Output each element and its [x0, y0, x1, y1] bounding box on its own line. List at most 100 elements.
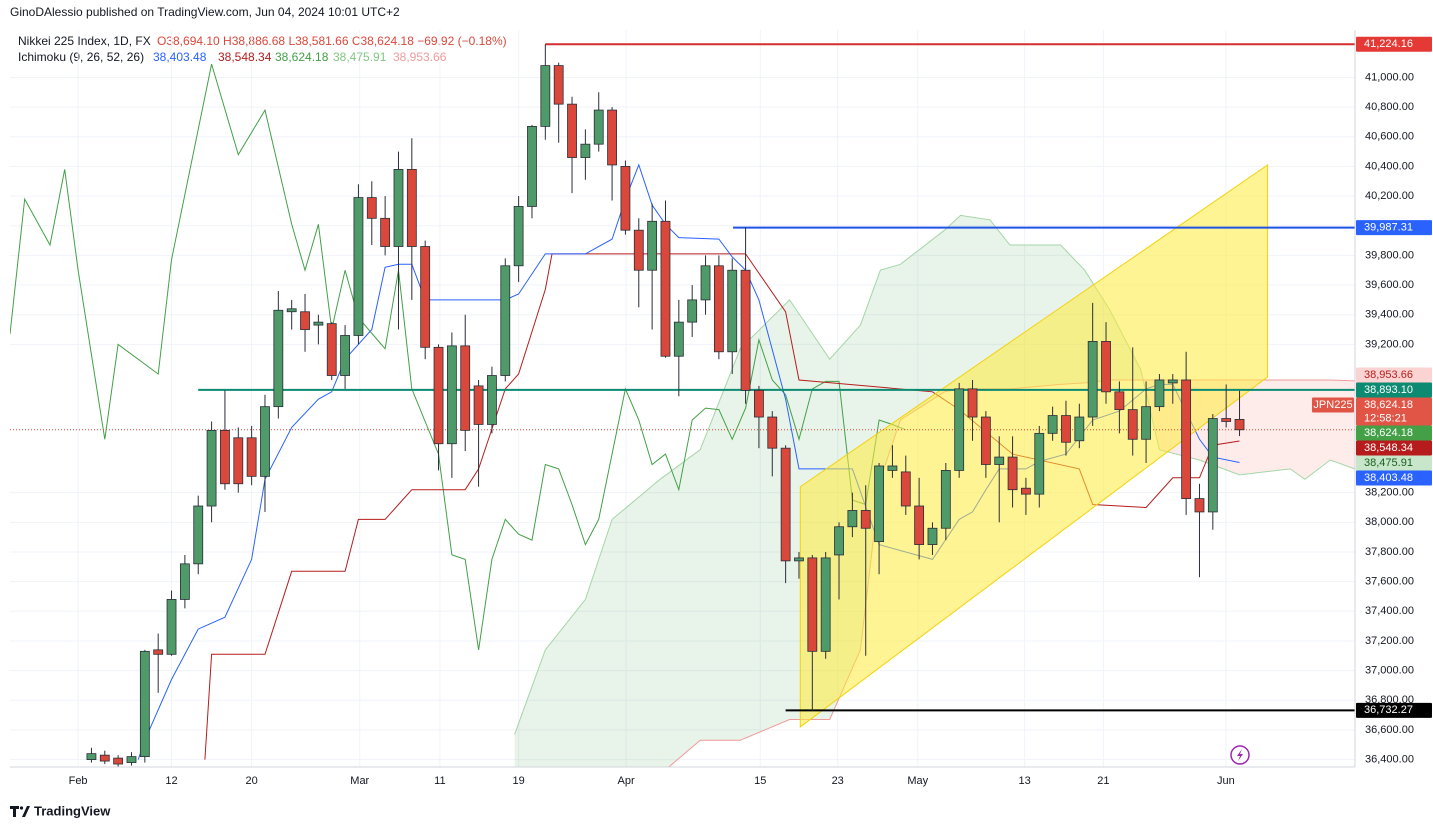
candle-body	[406, 168, 417, 247]
y-tick-label: 38,200.00	[1365, 487, 1414, 499]
candle-body	[754, 389, 764, 418]
price-label-box	[1356, 455, 1432, 471]
cloud-segment	[514, 649, 546, 767]
y-tick-label: 40,400.00	[1365, 160, 1414, 172]
candle-body	[1181, 379, 1192, 499]
price-label-box	[1356, 702, 1432, 718]
candle-body	[767, 416, 778, 449]
candle-body	[1234, 418, 1245, 431]
candle-body	[994, 456, 1005, 465]
candle-body	[433, 346, 444, 445]
candle-body	[446, 345, 457, 445]
price-label-box	[1356, 397, 1432, 426]
candle-body	[780, 447, 791, 562]
cloud-segment	[960, 215, 990, 389]
candle-body	[1154, 379, 1165, 408]
cloud-segment	[612, 479, 661, 767]
candle-body	[1074, 416, 1085, 442]
candle-body	[1021, 487, 1031, 495]
candle-body	[1221, 418, 1232, 422]
x-tick-label: 20	[246, 775, 258, 787]
price-countdown: 12:58:21	[1364, 412, 1407, 424]
price-label: 39,987.31	[1364, 222, 1413, 234]
candle-body	[553, 65, 564, 105]
x-tick-label: 19	[513, 775, 525, 787]
candle-body	[179, 563, 190, 600]
price-label: 38,475.91	[1364, 457, 1413, 469]
candle-body	[220, 429, 230, 485]
candle-body	[980, 416, 991, 465]
legend-indicator-value: 38,548.34	[218, 50, 272, 64]
y-tick-label: 41,000.00	[1365, 71, 1414, 83]
candle-body	[860, 510, 871, 529]
price-label: 41,224.16	[1364, 38, 1413, 50]
legend-indicator-value: 38,624.18	[275, 50, 329, 64]
candle-body	[740, 269, 751, 391]
cloud-segment	[700, 348, 741, 741]
cloud-segment	[1239, 379, 1291, 475]
candle-body	[1101, 341, 1111, 393]
x-tick-label: 11	[434, 775, 445, 787]
y-tick-label: 40,200.00	[1365, 190, 1414, 202]
cloud-segment	[545, 599, 586, 767]
candle-body	[967, 388, 978, 418]
alert-icon[interactable]	[1230, 745, 1250, 765]
candle-body	[233, 437, 244, 485]
y-tick-label: 39,400.00	[1365, 309, 1414, 321]
price-label-box	[1356, 425, 1432, 441]
y-tick-label: 37,800.00	[1365, 546, 1414, 558]
candle-body	[633, 229, 644, 271]
candle-body	[914, 505, 925, 545]
price-label: 38,624.18	[1364, 399, 1413, 411]
candle-body	[900, 471, 911, 507]
x-tick-label: 12	[165, 775, 177, 787]
candle-body	[940, 470, 951, 529]
channel	[799, 163, 1269, 728]
footer-logo	[10, 806, 30, 817]
price-label: 38,624.18	[1364, 427, 1413, 439]
candle-body	[887, 465, 898, 471]
x-tick-label: Feb	[69, 775, 88, 787]
y-tick-label: 39,200.00	[1365, 338, 1414, 350]
candle-body	[954, 388, 965, 471]
candle-body	[1114, 391, 1125, 411]
candle-body	[380, 217, 391, 247]
x-tick-label: 15	[754, 775, 766, 787]
cloud-segment	[660, 449, 701, 767]
x-tick-label: Mar	[350, 775, 369, 787]
legend-ohlc: O38,694.10 H38,886.68 L38,581.66 C38,624…	[157, 34, 507, 48]
legend-indicator-value: 38,403.48	[153, 50, 207, 64]
y-tick-label: 39,600.00	[1365, 279, 1414, 291]
candle-body	[700, 265, 711, 301]
candle-body	[807, 557, 818, 652]
candle-body	[326, 323, 337, 376]
y-tick-label: 36,400.00	[1365, 753, 1414, 765]
y-tick-label: 37,000.00	[1365, 665, 1414, 677]
candle-body	[1167, 379, 1178, 384]
axes	[10, 30, 1356, 768]
candle-body	[660, 220, 671, 357]
candle-body	[607, 109, 617, 166]
y-tick-label: 36,600.00	[1365, 724, 1414, 736]
x-tick-label: Apr	[618, 775, 635, 787]
x-tick-label: 13	[1018, 775, 1030, 787]
candle-body	[1061, 415, 1071, 443]
x-tick-label: 23	[832, 775, 844, 787]
candle-body	[647, 220, 658, 271]
candle-body	[1194, 498, 1205, 513]
candle-body	[847, 510, 858, 528]
legend-indicator: Ichimoku (9, 26, 52, 26)	[18, 50, 144, 64]
y-tick-label: 37,600.00	[1365, 576, 1414, 588]
cloud-segment	[900, 230, 945, 421]
price-label-box	[1356, 220, 1432, 236]
candle-body	[500, 265, 511, 376]
candle-body	[487, 375, 497, 425]
candle-body	[834, 526, 844, 556]
candle-body	[593, 109, 604, 145]
x-tick-label: May	[907, 775, 928, 787]
candle-body	[113, 757, 124, 765]
candle-body	[353, 197, 364, 336]
candle-body	[1087, 341, 1098, 418]
candle-body	[260, 406, 270, 477]
